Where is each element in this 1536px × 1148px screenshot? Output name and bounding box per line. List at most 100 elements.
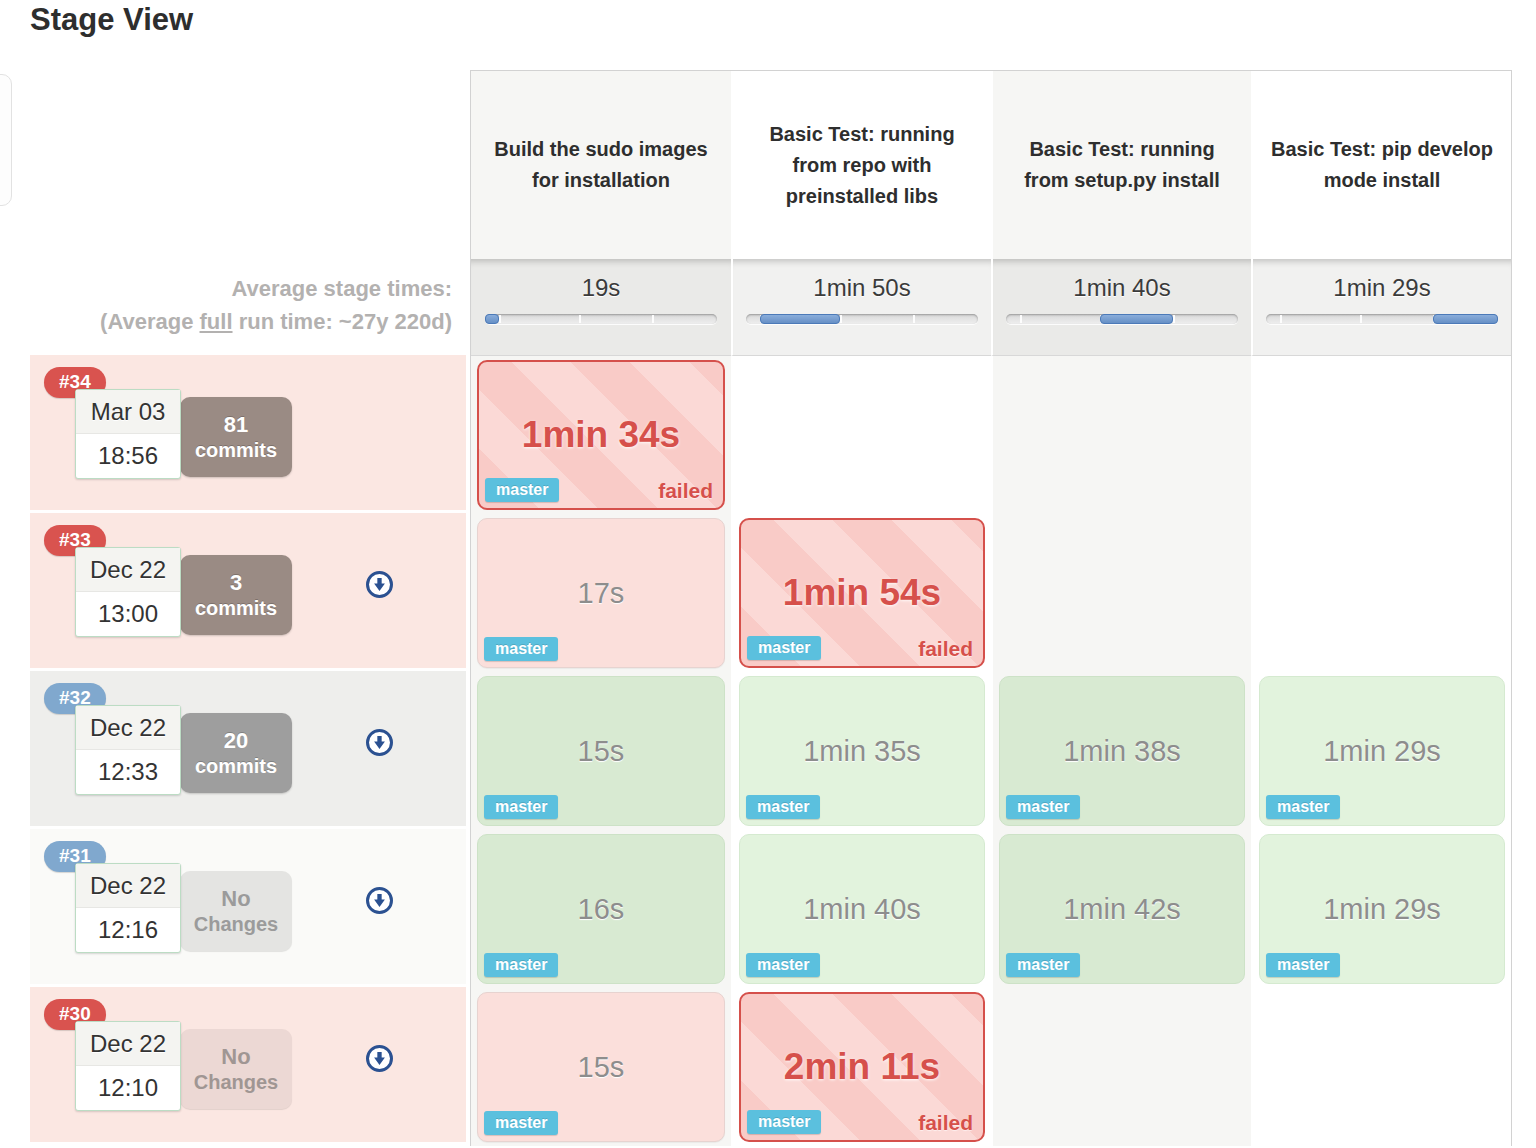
stage-run-box[interactable]: 1min 35s master	[739, 676, 985, 826]
full-run-time-link[interactable]: full	[200, 309, 233, 334]
stage-duration: 1min 40s	[803, 893, 921, 926]
stage-time-bar	[485, 314, 717, 324]
build-row: #34 Mar 03 18:56 81 commits	[30, 355, 466, 513]
stage-run-box[interactable]: 1min 38s master	[999, 676, 1245, 826]
stage-run-box[interactable]: 1min 29s master	[1259, 676, 1505, 826]
changes-label: Changes	[194, 1070, 278, 1095]
changes-box[interactable]: 3 commits	[180, 555, 292, 635]
changes-count: 81	[224, 411, 248, 438]
failed-label: failed	[658, 479, 713, 503]
stage-cell: 1min 38s master	[991, 672, 1251, 830]
changes-box[interactable]: 20 commits	[180, 713, 292, 793]
stage-duration: 15s	[578, 1051, 625, 1084]
changes-label: commits	[195, 754, 277, 779]
stage-header-cell: Build the sudo images for installation	[471, 71, 731, 259]
stage-header-cell: Basic Test: running from repo with prein…	[731, 71, 991, 259]
branch-badge: master	[1266, 795, 1340, 819]
left-panel-stub	[0, 74, 12, 206]
stage-time-bar	[1266, 314, 1498, 324]
stage-duration: 1min 38s	[1063, 735, 1181, 768]
branch-badge: master	[747, 636, 821, 660]
stage-run-box[interactable]: 1min 42s master	[999, 834, 1245, 984]
stage-duration: 1min 35s	[803, 735, 921, 768]
build-row: #33 Dec 22 13:00 3 commits	[30, 513, 466, 671]
average-stage-times-text: Average stage times:	[231, 276, 452, 301]
build-date-box[interactable]: Dec 22 12:33	[75, 705, 181, 795]
changes-count: 20	[224, 727, 248, 754]
stage-run-box[interactable]: 1min 54s master failed	[739, 518, 985, 668]
changes-label: commits	[195, 438, 277, 463]
stage-cell: 1min 29s master	[1251, 830, 1511, 988]
build-date-box[interactable]: Mar 03 18:56	[75, 389, 181, 479]
stage-cell-empty	[1251, 988, 1511, 1146]
stage-grid: Build the sudo images for installation B…	[470, 70, 1512, 1146]
average-row-cell: 1min 50s	[731, 259, 991, 356]
stage-run-box[interactable]: 1min 29s master	[1259, 834, 1505, 984]
stage-run-box[interactable]: 2min 11s master failed	[739, 992, 985, 1142]
failed-label: failed	[918, 637, 973, 661]
stage-cell: 15s master	[471, 988, 731, 1146]
download-icon[interactable]	[366, 729, 393, 756]
stage-cell: 16s master	[471, 830, 731, 988]
stage-run-box[interactable]: 15s master	[477, 992, 725, 1142]
stage-duration: 17s	[578, 577, 625, 610]
stage-cell: 2min 11s master failed	[731, 988, 991, 1146]
average-row-cell: 19s	[471, 259, 731, 356]
branch-badge: master	[484, 953, 558, 977]
download-icon[interactable]	[366, 571, 393, 598]
build-row: #30 Dec 22 12:10 No Changes	[30, 987, 466, 1145]
build-date: Dec 22	[76, 706, 180, 750]
average-stage-time: 1min 29s	[1253, 274, 1511, 302]
average-row-cell: 1min 40s	[991, 259, 1251, 356]
average-stage-time: 1min 50s	[733, 274, 991, 302]
average-stage-time: 1min 40s	[993, 274, 1251, 302]
download-icon[interactable]	[366, 887, 393, 914]
download-icon[interactable]	[366, 1045, 393, 1072]
stage-name: Basic Test: running from repo with prein…	[733, 119, 991, 212]
stage-cell: 15s master	[471, 672, 731, 830]
branch-badge: master	[1006, 795, 1080, 819]
build-date: Mar 03	[76, 390, 180, 434]
stage-time-bar-fill	[485, 314, 499, 324]
build-date-box[interactable]: Dec 22 12:16	[75, 863, 181, 953]
stage-run-box[interactable]: 1min 34s master failed	[477, 360, 725, 510]
build-time: 12:10	[76, 1066, 180, 1110]
build-row: #32 Dec 22 12:33 20 commits	[30, 671, 466, 829]
stage-run-box[interactable]: 15s master	[477, 676, 725, 826]
stage-time-bar-fill	[760, 314, 840, 324]
build-time: 12:33	[76, 750, 180, 794]
build-date: Dec 22	[76, 548, 180, 592]
stage-name: Build the sudo images for installation	[471, 134, 731, 196]
changes-box[interactable]: 81 commits	[180, 397, 292, 477]
build-date-box[interactable]: Dec 22 13:00	[75, 547, 181, 637]
stage-duration: 1min 54s	[783, 572, 941, 614]
build-time: 12:16	[76, 908, 180, 952]
average-stage-time: 19s	[471, 274, 731, 302]
stage-run-box[interactable]: 1min 40s master	[739, 834, 985, 984]
stage-header-cell: Basic Test: running from setup.py instal…	[991, 71, 1251, 259]
build-date: Dec 22	[76, 1022, 180, 1066]
stage-cell-empty	[731, 356, 991, 514]
stage-time-bar	[746, 314, 978, 324]
build-date-box[interactable]: Dec 22 12:10	[75, 1021, 181, 1111]
changes-box[interactable]: No Changes	[180, 1029, 292, 1109]
build-date: Dec 22	[76, 864, 180, 908]
stage-duration: 2min 11s	[784, 1046, 940, 1088]
stage-cell-empty	[991, 514, 1251, 672]
stage-header-cell: Basic Test: pip develop mode install	[1251, 71, 1511, 259]
stage-cell: 1min 42s master	[991, 830, 1251, 988]
stage-time-bar	[1006, 314, 1238, 324]
changes-count: No	[221, 1043, 250, 1070]
stage-cell: 1min 34s master failed	[471, 356, 731, 514]
changes-box[interactable]: No Changes	[180, 871, 292, 951]
average-row-cell: 1min 29s	[1251, 259, 1511, 356]
branch-badge: master	[484, 637, 558, 661]
stage-duration: 1min 29s	[1323, 735, 1441, 768]
stage-cell-empty	[991, 356, 1251, 514]
stage-run-box[interactable]: 16s master	[477, 834, 725, 984]
stage-run-box[interactable]: 17s master	[477, 518, 725, 668]
changes-count: No	[221, 885, 250, 912]
stage-cell-empty	[1251, 356, 1511, 514]
build-row: #31 Dec 22 12:16 No Changes	[30, 829, 466, 987]
build-time: 13:00	[76, 592, 180, 636]
